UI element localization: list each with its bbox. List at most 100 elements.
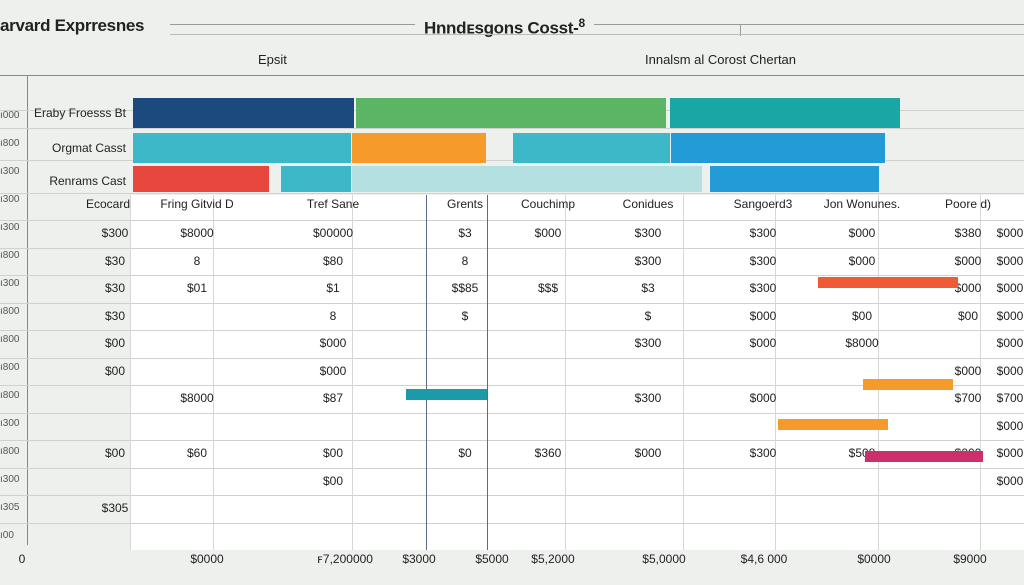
left-tick-label: ı800 — [0, 250, 20, 261]
column-header: Sangoerd3 — [733, 197, 793, 211]
chart-title-left: arvard Exprresnes — [0, 16, 145, 35]
table-cell: $0 — [458, 446, 472, 460]
table-cell: $ — [644, 308, 652, 323]
inline-bar — [865, 451, 983, 462]
left-tick-label: ı300 — [0, 166, 20, 177]
table-cell: $000 — [996, 308, 1024, 323]
table-cell: $60 — [186, 446, 208, 460]
left-tick-label: ı800 — [0, 138, 20, 149]
table-cell: $000 — [996, 336, 1024, 350]
left-tick-label: ı300 — [0, 222, 20, 233]
bar-segment — [671, 133, 885, 163]
title-rule-right — [594, 24, 1024, 25]
grid-line-h — [0, 495, 1024, 496]
table-cell: $000 — [954, 281, 982, 295]
bar-segment — [352, 133, 486, 163]
title-rule-tick — [740, 24, 741, 36]
table-cell: $ — [461, 308, 469, 323]
table-cell: $000 — [749, 336, 777, 350]
grid-line-v — [130, 195, 131, 550]
subtitle-left: Epsit — [258, 52, 287, 67]
table-cell: 8 — [461, 253, 469, 268]
top-row-label: Orgmat Casst — [51, 141, 126, 155]
grid-line-v — [980, 195, 981, 550]
bar-segment — [133, 166, 269, 192]
bottom-tick-label: $5,0000 — [642, 552, 686, 566]
table-cell: $3 — [641, 281, 655, 295]
title-rule-lower — [170, 34, 1024, 35]
column-header: Conidues — [622, 197, 674, 211]
left-tick-label: ı305 — [0, 502, 20, 513]
table-cell: $300 — [634, 226, 662, 240]
table-cell: $360 — [534, 446, 562, 460]
table-cell: $00 — [957, 308, 979, 323]
column-header: Fring Gitvid D — [160, 197, 234, 211]
inline-bar — [818, 277, 958, 288]
grid-line-v — [878, 195, 879, 550]
bottom-tick-label: 0 — [18, 552, 26, 566]
left-tick-label: ı300 — [0, 278, 20, 289]
bottom-tick-label: $3000 — [402, 552, 436, 566]
grid-line-h — [0, 247, 1024, 249]
table-cell: $000 — [996, 226, 1024, 240]
table-cell: $8000 — [180, 391, 214, 405]
bar-segment — [133, 98, 354, 128]
inline-bar — [863, 379, 953, 390]
left-tick-label: ı800 — [0, 446, 20, 457]
left-tick-label: ı000 — [0, 110, 20, 121]
left-tick-label: ı00 — [0, 530, 14, 541]
grid-line-v — [683, 195, 684, 550]
left-tick-label: ı800 — [0, 306, 20, 317]
table-cell: $000 — [954, 253, 982, 268]
table-cell: $000 — [749, 391, 777, 405]
chart-title: Hnndᴇsgons Cosst-8 — [424, 16, 585, 39]
grid-line-h — [0, 522, 1024, 524]
row-label: $00 — [104, 446, 126, 460]
top-row-label: Renrams Cast — [49, 174, 126, 188]
table-cell: $$85 — [451, 281, 479, 295]
table-cell: $000 — [996, 363, 1024, 378]
chart-top-border — [0, 75, 1024, 76]
table-cell: $8000 — [180, 226, 214, 240]
table-cell: $87 — [322, 391, 344, 405]
row-label: $300 — [101, 226, 129, 240]
grid-line-h — [0, 357, 1024, 359]
table-cell: $000 — [996, 418, 1024, 433]
left-tick-label: ı300 — [0, 194, 20, 205]
grid-line-h — [0, 193, 1024, 194]
table-cell: $8000 — [845, 336, 879, 350]
bar-segment — [352, 166, 702, 192]
bar-segment — [513, 133, 670, 163]
bar-segment — [670, 98, 900, 128]
table-cell: $300 — [634, 253, 662, 268]
table-cell: $3 — [458, 226, 472, 240]
grid-line-h — [0, 467, 1024, 469]
bottom-tick-label: $4,6 000 — [740, 552, 788, 566]
left-tick-label: ı300 — [0, 418, 20, 429]
bottom-tick-label: ꜰ7,200000 — [317, 552, 373, 566]
table-cell: $$$ — [537, 281, 559, 295]
grid-line-v — [213, 195, 214, 550]
grid-line-h — [0, 330, 1024, 331]
grid-line-v — [775, 195, 776, 550]
grid-line-h — [0, 275, 1024, 276]
table-cell: $000 — [749, 308, 777, 323]
table-cell: $380 — [954, 226, 982, 240]
table-cell: $300 — [749, 226, 777, 240]
row-label: $30 — [104, 253, 126, 268]
table-cell: $000 — [534, 226, 562, 240]
chart-title-suffix: 8 — [578, 16, 586, 30]
column-header: Couchimp — [520, 197, 576, 211]
inline-bar — [406, 389, 487, 400]
table-cell: $000 — [996, 473, 1024, 488]
grid-line-v — [487, 195, 488, 550]
top-row-label: Eraby Froesss Bt — [33, 106, 126, 120]
table-cell: $00000 — [312, 226, 354, 240]
grid-line-h — [0, 440, 1024, 441]
bar-segment — [710, 166, 879, 192]
bar-segment — [356, 98, 666, 128]
table-cell: $000 — [848, 226, 876, 240]
row-label: $305 — [101, 501, 129, 515]
grid-line-v — [352, 195, 353, 550]
table-cell: $000 — [634, 446, 662, 460]
